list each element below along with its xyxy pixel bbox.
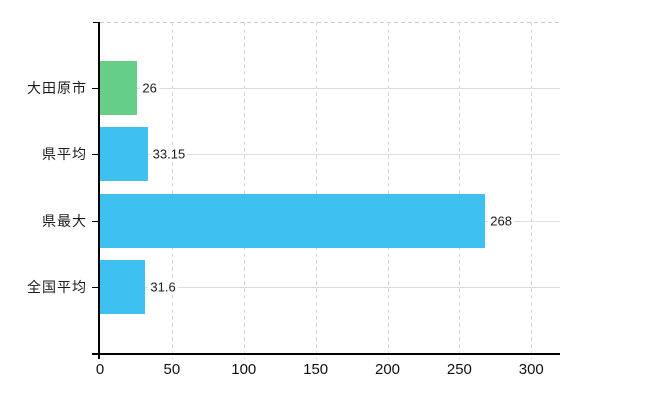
x-axis-tick-label: 100 (231, 361, 257, 378)
vertical-gridline (387, 22, 389, 359)
plot-area: 0 50 100 150 200 250 300 大田原市 26 県平均 33.15 県最大 268 全国… (27, 22, 560, 378)
vertical-gridline (243, 22, 245, 359)
x-axis-tick-label: 150 (303, 361, 329, 378)
vertical-gridline (459, 22, 461, 359)
plot-top-border (100, 22, 560, 23)
x-axis-tick-label: 300 (518, 361, 544, 378)
y-axis-tick (92, 88, 99, 90)
x-axis-tick-label: 250 (446, 361, 472, 378)
y-axis-line (98, 22, 100, 359)
y-axis-top-tick (93, 22, 100, 23)
y-axis-tick (92, 286, 99, 288)
category-label: 県平均 (42, 146, 87, 163)
x-axis-tick-label: 50 (163, 361, 181, 378)
bar-value-label: 268 (488, 213, 514, 229)
vertical-gridline (531, 22, 533, 359)
horizontal-gridline (100, 88, 560, 90)
x-axis-tick-label: 200 (374, 361, 401, 378)
bar-value-label: 31.6 (148, 279, 178, 295)
y-axis-tick (92, 154, 99, 156)
x-axis-line (92, 353, 560, 355)
bar-大田原市 (100, 61, 138, 116)
horizontal-gridline (100, 286, 560, 288)
vertical-gridline (315, 22, 317, 359)
bar-県平均 (100, 127, 148, 182)
vertical-gridline (171, 22, 173, 359)
bar-全国平均 (100, 259, 146, 314)
bar-value-label: 33.15 (150, 146, 188, 162)
bar-value-label: 26 (140, 80, 159, 96)
category-label: 全国平均 (27, 278, 87, 295)
y-axis-tick (92, 220, 99, 222)
bar-県最大 (100, 193, 486, 248)
x-axis-tick-label: 0 (95, 361, 105, 378)
horizontal-gridline (100, 154, 560, 156)
category-label: 大田原市 (27, 80, 87, 97)
category-label: 県最大 (42, 212, 87, 229)
